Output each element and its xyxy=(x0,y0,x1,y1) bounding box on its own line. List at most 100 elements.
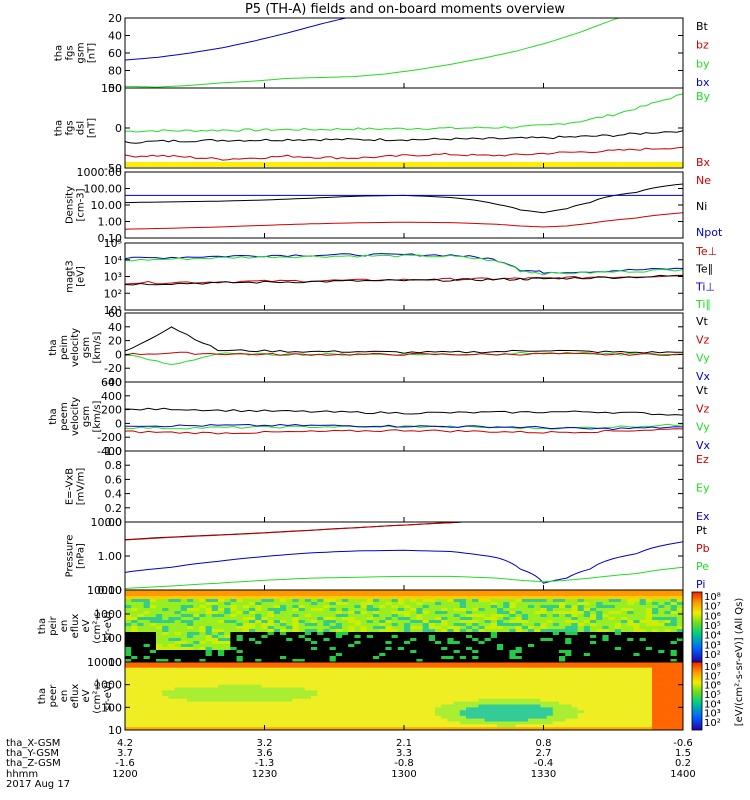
spectrogram-cell xyxy=(218,659,225,662)
spectrogram-cell xyxy=(435,632,442,636)
spectrogram-cell xyxy=(391,670,399,674)
spectrogram-cell xyxy=(236,684,244,688)
spectrogram-cell xyxy=(571,617,578,621)
spectrogram-cell xyxy=(255,623,262,627)
spectrogram-cell xyxy=(422,590,430,594)
spectrogram-cell xyxy=(137,602,144,606)
spectrogram-cell xyxy=(565,596,572,600)
spectrogram-cell xyxy=(577,681,585,685)
spectrogram-cell xyxy=(664,690,671,694)
spectrogram-cell xyxy=(583,667,591,671)
spectrogram-cell xyxy=(261,623,268,627)
spectrogram-cell xyxy=(503,656,510,660)
spectrogram-cell xyxy=(627,715,634,719)
spectrogram-cell xyxy=(125,718,132,722)
spectrogram-cell xyxy=(571,605,578,609)
spectrogram-cell xyxy=(218,693,225,697)
spectrogram-cell xyxy=(559,644,566,648)
spectrogram-cell xyxy=(242,718,250,722)
spectrogram-cell xyxy=(149,623,157,627)
spectrogram-cell xyxy=(342,713,349,717)
spectrogram-cell xyxy=(540,635,547,639)
spectrogram-cell xyxy=(590,656,597,660)
spectrogram-cell xyxy=(397,629,405,633)
spectrogram-cell xyxy=(304,662,312,666)
spectrogram-cell xyxy=(224,707,231,711)
spectrogram-cell xyxy=(249,681,256,685)
spectrogram-cell xyxy=(242,659,250,662)
spectrogram-cell xyxy=(608,690,616,694)
spectrogram-cell xyxy=(503,605,510,609)
spectrogram-cell xyxy=(509,617,516,621)
ytick-label: 40 xyxy=(108,30,122,43)
spectrogram-cell xyxy=(286,605,293,609)
spectrogram-cell xyxy=(360,599,368,603)
spectrogram-cell xyxy=(466,614,473,618)
spectrogram-cell xyxy=(602,632,609,636)
colorbar-tick: 10⁸ xyxy=(704,592,721,603)
spectrogram-cell xyxy=(596,713,603,717)
spectrogram-cell xyxy=(249,596,256,600)
spectrogram-cell xyxy=(639,611,647,615)
spectrogram-cell xyxy=(559,701,566,705)
spectrogram-cell xyxy=(534,727,541,730)
spectrogram-cell xyxy=(410,704,417,708)
spectrogram-cell xyxy=(205,701,213,705)
spectrogram-cell xyxy=(156,653,163,657)
spectrogram-cell xyxy=(627,676,634,680)
spectrogram-cell xyxy=(385,704,392,708)
spectrogram-cell xyxy=(645,664,653,668)
spectrogram-cell xyxy=(236,727,244,730)
spectrogram-cell xyxy=(273,590,281,594)
spectrogram-cell xyxy=(534,632,541,636)
spectrogram-cell xyxy=(658,693,665,697)
spectrogram-cell xyxy=(565,704,572,708)
spectrogram-cell xyxy=(230,596,237,600)
spectrogram-cell xyxy=(521,653,529,657)
spectrogram-cell xyxy=(149,635,157,639)
spectrogram-cell xyxy=(397,593,405,597)
spectrogram-cell xyxy=(162,656,169,660)
spectrogram-cell xyxy=(143,614,151,618)
spectrogram-cell xyxy=(149,647,157,651)
spectrogram-cell xyxy=(509,647,516,651)
spectrogram-cell xyxy=(645,676,653,680)
spectrogram-cell xyxy=(397,623,405,627)
spectrogram-cell xyxy=(608,693,616,697)
spectrogram-cell xyxy=(459,617,467,621)
spectrogram-cell xyxy=(503,614,510,618)
spectrogram-cell xyxy=(354,608,361,612)
spectrogram-cell xyxy=(193,611,200,615)
spectrogram-cell xyxy=(484,662,492,666)
spectrogram-cell xyxy=(360,673,368,677)
spectrogram-cell xyxy=(441,644,448,648)
spectrogram-cell xyxy=(187,718,194,722)
spectrogram-cell xyxy=(348,687,355,691)
spectrogram-cell xyxy=(447,693,454,697)
spectrogram-cell xyxy=(435,696,442,700)
spectrogram-cell xyxy=(633,673,640,677)
spectrogram-cell xyxy=(125,690,132,694)
spectrogram-cell xyxy=(317,623,324,627)
spectrogram-cell xyxy=(453,632,461,636)
spectrogram-cell xyxy=(490,721,498,725)
spectrogram-cell xyxy=(484,670,492,674)
spectrogram-cell xyxy=(317,707,324,711)
spectrogram-cell xyxy=(397,715,405,719)
spectrogram-cell xyxy=(242,713,250,717)
spectrogram-cell xyxy=(379,701,386,705)
spectrogram-cell xyxy=(143,710,151,714)
spectrogram-cell xyxy=(559,635,566,639)
spectrogram-cell xyxy=(261,693,268,697)
spectrogram-cell xyxy=(286,715,293,719)
spectrogram-cell xyxy=(614,617,622,621)
spectrogram-cell xyxy=(447,704,454,708)
spectrogram-cell xyxy=(534,687,541,691)
spectrogram-cell xyxy=(565,611,572,615)
spectrogram-cell xyxy=(292,641,299,645)
spectrogram-cell xyxy=(466,718,473,722)
spectrogram-cell xyxy=(515,653,523,657)
spectrogram-cell xyxy=(242,632,250,636)
